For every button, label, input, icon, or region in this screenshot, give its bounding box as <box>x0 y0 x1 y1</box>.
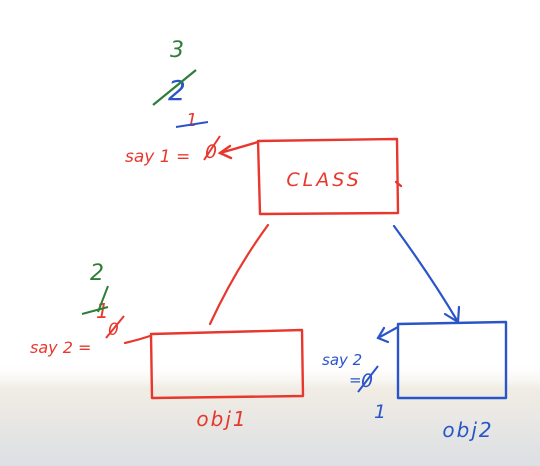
obj2-box: obj2 <box>396 320 508 442</box>
line-class-to-obj1 <box>208 223 270 326</box>
arrow-class-to-obj2 <box>392 224 461 324</box>
obj2-label: obj2 <box>442 418 493 442</box>
counter1-value-1: 1 <box>186 110 197 131</box>
counter2-value-2: 2 <box>90 261 104 286</box>
obj1-label: obj1 <box>196 407 247 431</box>
class-box-label: CLASS <box>286 169 361 191</box>
counter3-equals: = <box>349 371 362 389</box>
counter2-value-1: 1 <box>96 299 109 323</box>
counter2-label: say 2 = <box>30 338 91 357</box>
arrow-obj2-to-counter3 <box>376 325 400 344</box>
counter2: say 2 = 0 1 2 <box>30 261 125 357</box>
counter3-label: say 2 <box>322 351 362 369</box>
arrow-obj1-to-counter2 <box>123 334 152 345</box>
counter3-value-1: 1 <box>374 401 386 423</box>
counter1: say 1 = 0 1 2 3 <box>125 38 221 167</box>
obj1-box: obj1 <box>149 328 305 431</box>
overlay-shade <box>0 362 540 466</box>
counter1-value-3: 3 <box>170 38 184 63</box>
class-box: CLASS <box>256 137 403 216</box>
counter1-label: say 1 = <box>125 147 190 167</box>
arrow-class-to-counter1 <box>217 140 260 160</box>
counter3: say 2 = 0 1 <box>322 351 386 423</box>
